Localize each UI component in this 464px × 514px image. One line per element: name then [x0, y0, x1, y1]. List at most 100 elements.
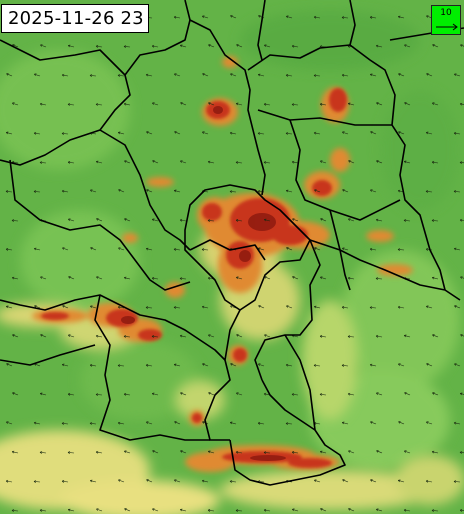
wind-arrow-head: [258, 248, 260, 251]
wind-arrow-head: [404, 102, 407, 105]
wind-arrow-head: [369, 306, 373, 308]
wind-arrow-head: [376, 392, 378, 395]
wind-arrow: [96, 508, 103, 512]
wind-arrow-head: [370, 73, 373, 75]
wind-arrow-head: [319, 393, 323, 395]
wind-arrow-head: [397, 480, 400, 483]
wind-arrow-head: [370, 363, 373, 365]
wind-arrow-head: [341, 73, 345, 76]
wind-arrow-head: [341, 16, 345, 18]
wind-arrow-head: [201, 248, 205, 250]
wind-arrow-head: [236, 44, 239, 47]
wind-arrow-head: [39, 162, 42, 164]
wind-arrow: [320, 451, 327, 454]
wind-arrow-head: [285, 364, 288, 367]
wind-arrow-head: [369, 16, 373, 18]
wind-arrow-head: [151, 335, 155, 337]
wind-arrow: [376, 160, 383, 164]
wind-arrow: [95, 394, 103, 396]
wind-arrow-head: [67, 392, 71, 395]
wind-arrow: [341, 365, 349, 367]
wind-arrow: [285, 423, 293, 425]
wind-arrow-head: [431, 451, 434, 454]
wind-arrow: [426, 73, 433, 77]
wind-arrow-head: [118, 247, 120, 250]
wind-arrow-head: [90, 479, 93, 481]
wind-arrow-head: [95, 104, 98, 106]
wind-arrow: [236, 334, 243, 338]
wind-arrow: [33, 191, 41, 193]
wind-arrow-head: [431, 161, 434, 164]
wind-arrow-head: [320, 160, 322, 163]
wind-arrow-head: [174, 479, 176, 482]
wind-arrow-head: [67, 161, 70, 164]
wind-arrow-head: [146, 421, 148, 424]
wind-arrow-head: [370, 421, 373, 424]
wind-arrow-head: [341, 74, 344, 77]
wind-arrow: [95, 104, 103, 106]
wind-arrow-head: [319, 451, 322, 454]
wind-arrow: [202, 480, 209, 483]
wind-arrow-head: [5, 479, 9, 482]
wind-arrow-head: [348, 392, 351, 395]
wind-arrow: [264, 509, 271, 512]
wind-arrow: [230, 15, 237, 19]
wind-arrow-head: [313, 131, 317, 134]
wind-arrow-head: [285, 74, 289, 76]
wind-arrow-head: [257, 190, 260, 193]
wind-arrow-head: [348, 450, 350, 453]
wind-arrow: [348, 103, 355, 106]
wind-arrow-head: [34, 421, 37, 423]
wind-arrow: [370, 16, 377, 19]
wind-arrow-head: [376, 102, 379, 105]
wind-arrow: [90, 189, 97, 193]
wind-arrow-head: [180, 392, 183, 395]
wind-arrow-head: [229, 481, 232, 483]
wind-arrow-head: [431, 509, 435, 511]
wind-arrow: [370, 189, 377, 193]
wind-arrow-head: [117, 306, 120, 309]
border-east-mid: [329, 209, 351, 291]
wind-arrow-head: [95, 161, 98, 164]
wind-arrow-head: [313, 364, 317, 366]
wind-arrow-head: [285, 422, 289, 424]
wind-arrow-head: [230, 421, 233, 423]
wind-arrow: [426, 480, 433, 483]
wind-arrow-head: [117, 74, 121, 76]
wind-arrow-head: [146, 421, 149, 423]
wind-arrow-head: [375, 45, 378, 48]
wind-arrow-head: [286, 16, 288, 19]
wind-arrow-head: [291, 104, 294, 106]
wind-arrow: [230, 73, 237, 77]
wind-arrow-head: [257, 480, 261, 482]
border-southwest: [0, 294, 226, 361]
wind-arrow-head: [61, 364, 64, 367]
wind-arrow: [258, 247, 265, 251]
wind-arrow-head: [369, 307, 372, 309]
border-southwest-2: [94, 294, 210, 441]
wind-arrow-head: [235, 509, 239, 511]
wind-arrow-head: [341, 17, 344, 19]
wind-arrow: [314, 479, 321, 483]
wind-arrow-head: [95, 45, 99, 47]
wind-arrow-head: [375, 219, 378, 222]
wind-arrow-head: [320, 218, 323, 221]
wind-arrow: [460, 393, 464, 395]
wind-arrow-head: [40, 392, 43, 394]
wind-arrow-head: [174, 131, 177, 134]
wind-arrow: [398, 306, 405, 309]
wind-arrow-head: [95, 450, 99, 453]
wind-arrow: [202, 306, 209, 309]
wind-arrow-head: [90, 305, 93, 307]
wind-arrow-head: [459, 451, 463, 453]
wind-arrow-head: [236, 392, 239, 394]
wind-arrow: [432, 44, 439, 48]
wind-arrow-head: [398, 363, 400, 366]
wind-arrow-head: [398, 479, 401, 481]
wind-arrow-head: [96, 276, 98, 279]
wind-arrow-head: [5, 248, 9, 250]
wind-arrow: [348, 277, 355, 280]
wind-arrow-head: [285, 133, 288, 135]
wind-arrow-head: [342, 248, 344, 251]
wind-arrow: [96, 218, 103, 222]
